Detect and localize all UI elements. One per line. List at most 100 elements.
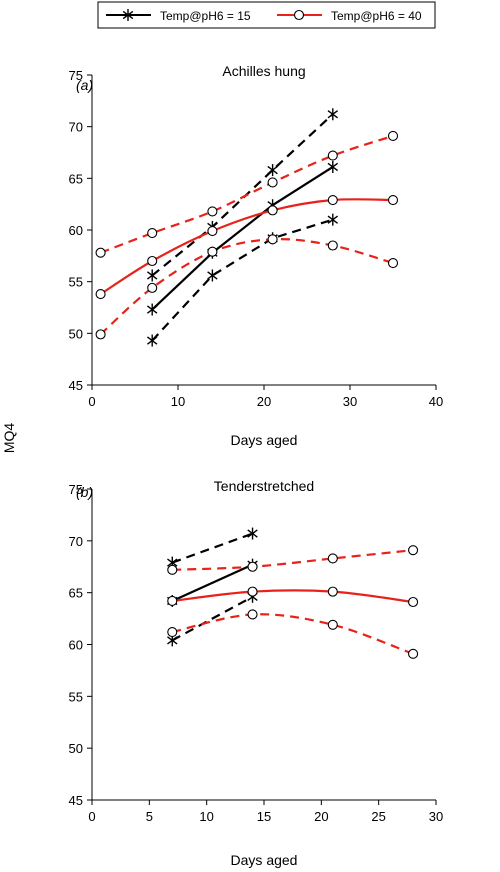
panel-a-series-15-mean-point <box>327 160 339 173</box>
panel-b-series-15-lower-point-stroke <box>167 636 178 645</box>
panel-a-series-40-mean-line <box>100 198 394 295</box>
panel-b-series-40-upper-point <box>167 564 178 575</box>
panel-a-series-40-upper-line <box>100 134 394 254</box>
panel-b-label: (b) <box>76 484 93 500</box>
panel-a-series-40-lower-line <box>99 238 394 336</box>
legend: Temp@pH6 = 15 Temp@pH6 = 40 <box>97 1 436 29</box>
panel-a-series-15-upper-point <box>146 269 158 282</box>
panel-b-series-40-mean-point <box>167 595 178 607</box>
panel-b-x-axis-label: Days aged <box>231 852 298 868</box>
panel-a-title: Achilles hung <box>222 63 305 79</box>
panel-b-series-40-lower-point <box>327 619 338 630</box>
panel-b-x-tick-label: 0 <box>88 809 95 824</box>
panel-a-series-40-mean-point <box>327 194 338 206</box>
panel-b-series-40-upper-point <box>247 561 258 572</box>
panel-a-y-tick-label: 70 <box>69 120 83 135</box>
panel-a-series-15-mean-line <box>151 166 334 311</box>
panel-a-series-40-mean-point <box>387 194 399 206</box>
panel-a-series-15-lower-point <box>327 213 339 226</box>
panel-b-y-tick-label: 45 <box>69 793 83 808</box>
panel-b-series-15-upper-point-stroke <box>247 529 258 538</box>
panel-a-series-15-upper-point-stroke <box>146 271 158 280</box>
panel-b-series-15-upper-point <box>247 527 258 540</box>
panel-a-x-axis-label: Days aged <box>231 432 298 448</box>
panel-b-y-tick-label: 70 <box>69 534 83 549</box>
panel-a-x-tick-label: 0 <box>88 394 95 409</box>
panel-b-series-40-lower-point <box>408 648 419 659</box>
panel-a-series-15-mean-point <box>146 303 158 316</box>
panel-a-series-40-mean-point <box>207 225 218 237</box>
panel-b-y-tick-label: 60 <box>69 638 83 653</box>
panel-b-series-15-mean-line <box>171 563 253 602</box>
panel-a-series-15-mean-point-stroke <box>146 305 158 314</box>
panel-a-series-15-mean-point-stroke <box>327 162 339 172</box>
panel-a-series-15-upper-line <box>151 113 334 277</box>
panel-b-y-tick-label: 75 <box>69 482 83 497</box>
panel-b-x-tick-label: 25 <box>371 809 385 824</box>
legend-label-15: Temp@pH6 = 15 <box>160 9 251 23</box>
panel-a-series-40-mean-point <box>147 255 158 267</box>
panel-a-series-15-lower-line <box>151 218 334 342</box>
panel-a-y-tick-label: 55 <box>69 275 83 290</box>
panel-b-series-40-upper-point <box>408 545 419 556</box>
panel-a-x-tick-label: 20 <box>257 394 271 409</box>
panel-a-series-15-lower-point <box>207 269 218 282</box>
panel-a-x-tick-label: 10 <box>171 394 185 409</box>
panel-a-series-15-lower-point-stroke <box>207 271 218 280</box>
asterisk-icon-stroke <box>122 10 134 20</box>
panel-a-y-tick-label: 45 <box>69 378 83 393</box>
y-axis-label: MQ4 <box>1 423 17 454</box>
panel-a-series-40-upper-point <box>95 247 106 258</box>
panel-a-series-15-lower-point-stroke <box>327 215 339 224</box>
panel-a-series-40-lower-point <box>95 329 106 340</box>
panel-a-y-tick-label: 75 <box>69 68 83 83</box>
panel-b-title: Tenderstretched <box>214 478 314 494</box>
panel-a-label: (a) <box>76 77 93 93</box>
panel-a-series-15-upper-point-stroke <box>327 110 339 119</box>
panel-b-x-tick-label: 5 <box>146 809 153 824</box>
panel-b-series-40-mean-line <box>172 589 414 604</box>
panel-b-y-tick-label: 65 <box>69 586 83 601</box>
panel-a-series-40-lower-point <box>207 246 218 257</box>
panel-a-y-tick-label: 60 <box>69 223 83 238</box>
panel-a-series-40-mean-point <box>95 289 106 300</box>
panel-b-series-40-lower-point <box>247 609 258 620</box>
panel-b-series-40-upper-line <box>172 549 414 571</box>
panel-b-series-15-upper-point-stroke <box>167 558 178 567</box>
legend-label-40: Temp@pH6 = 40 <box>331 9 422 23</box>
asterisk-icon <box>122 9 134 21</box>
panel-a-y-tick-label: 65 <box>69 171 83 186</box>
panel-b-series-15-lower-line <box>171 595 254 642</box>
panel-a-series-40-upper-point <box>267 177 278 188</box>
panel-b-series-40-lower-point <box>167 627 178 638</box>
panel-a-series-15-upper-point <box>327 108 339 121</box>
panel-b-y-tick-label: 55 <box>69 689 83 704</box>
panel-b-series-40-upper-point <box>327 553 338 564</box>
panel-b: (b) Tenderstretched Days aged 4550556065… <box>69 478 444 868</box>
panel-b-x-tick-label: 10 <box>199 809 213 824</box>
panel-a-series-40-lower-point <box>267 234 278 245</box>
panel-a: (a) Achilles hung Days aged 45 50 55 60 65 70… <box>69 63 444 448</box>
panel-b-y-tick-label: 50 <box>69 741 83 756</box>
panel-a-x-tick-label: 30 <box>343 394 357 409</box>
panel-a-series-15-lower-point <box>146 334 158 347</box>
panel-a-series-40-lower-point <box>387 258 399 269</box>
panel-b-x-tick-label: 20 <box>314 809 328 824</box>
panel-a-series-40-upper-point <box>327 150 338 161</box>
legend-marker-40 <box>293 9 305 21</box>
legend-frame <box>97 1 436 29</box>
panel-a-y-tick-label: 50 <box>69 326 83 341</box>
panel-a-series-15-upper-point-stroke <box>267 165 278 175</box>
legend-marker-15 <box>122 9 134 21</box>
panel-b-x-tick-label: 15 <box>257 809 271 824</box>
panel-a-series-15-upper-point <box>267 164 278 177</box>
panel-a-series-40-lower-point <box>147 282 158 293</box>
panel-a-series-15-lower-point-stroke <box>146 336 158 345</box>
panel-a-series-40-upper-point <box>387 130 399 142</box>
open-circle-icon <box>293 9 305 21</box>
panel-b-x-tick-label: 30 <box>429 809 443 824</box>
panel-a-series-40-mean-point <box>267 205 278 216</box>
panel-a-series-40-upper-point <box>147 228 158 239</box>
panel-b-series-40-mean-point <box>327 586 338 597</box>
